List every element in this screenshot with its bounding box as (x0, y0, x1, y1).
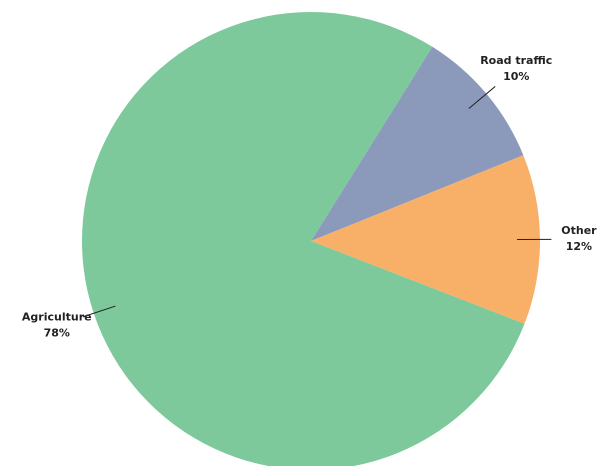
slice-value-label: 12% (566, 240, 592, 253)
pie-slice (82, 12, 525, 466)
slice-value-label: 78% (44, 327, 70, 340)
leader-line (82, 305, 116, 318)
pie-slice (311, 46, 524, 242)
slice-label: Other (561, 224, 597, 237)
slice-label: Road traffic (480, 54, 552, 67)
leader-line (468, 86, 496, 109)
pie-slice (311, 155, 540, 324)
slice-value-label: 10% (503, 70, 529, 83)
slice-label: Agriculture (22, 311, 92, 324)
